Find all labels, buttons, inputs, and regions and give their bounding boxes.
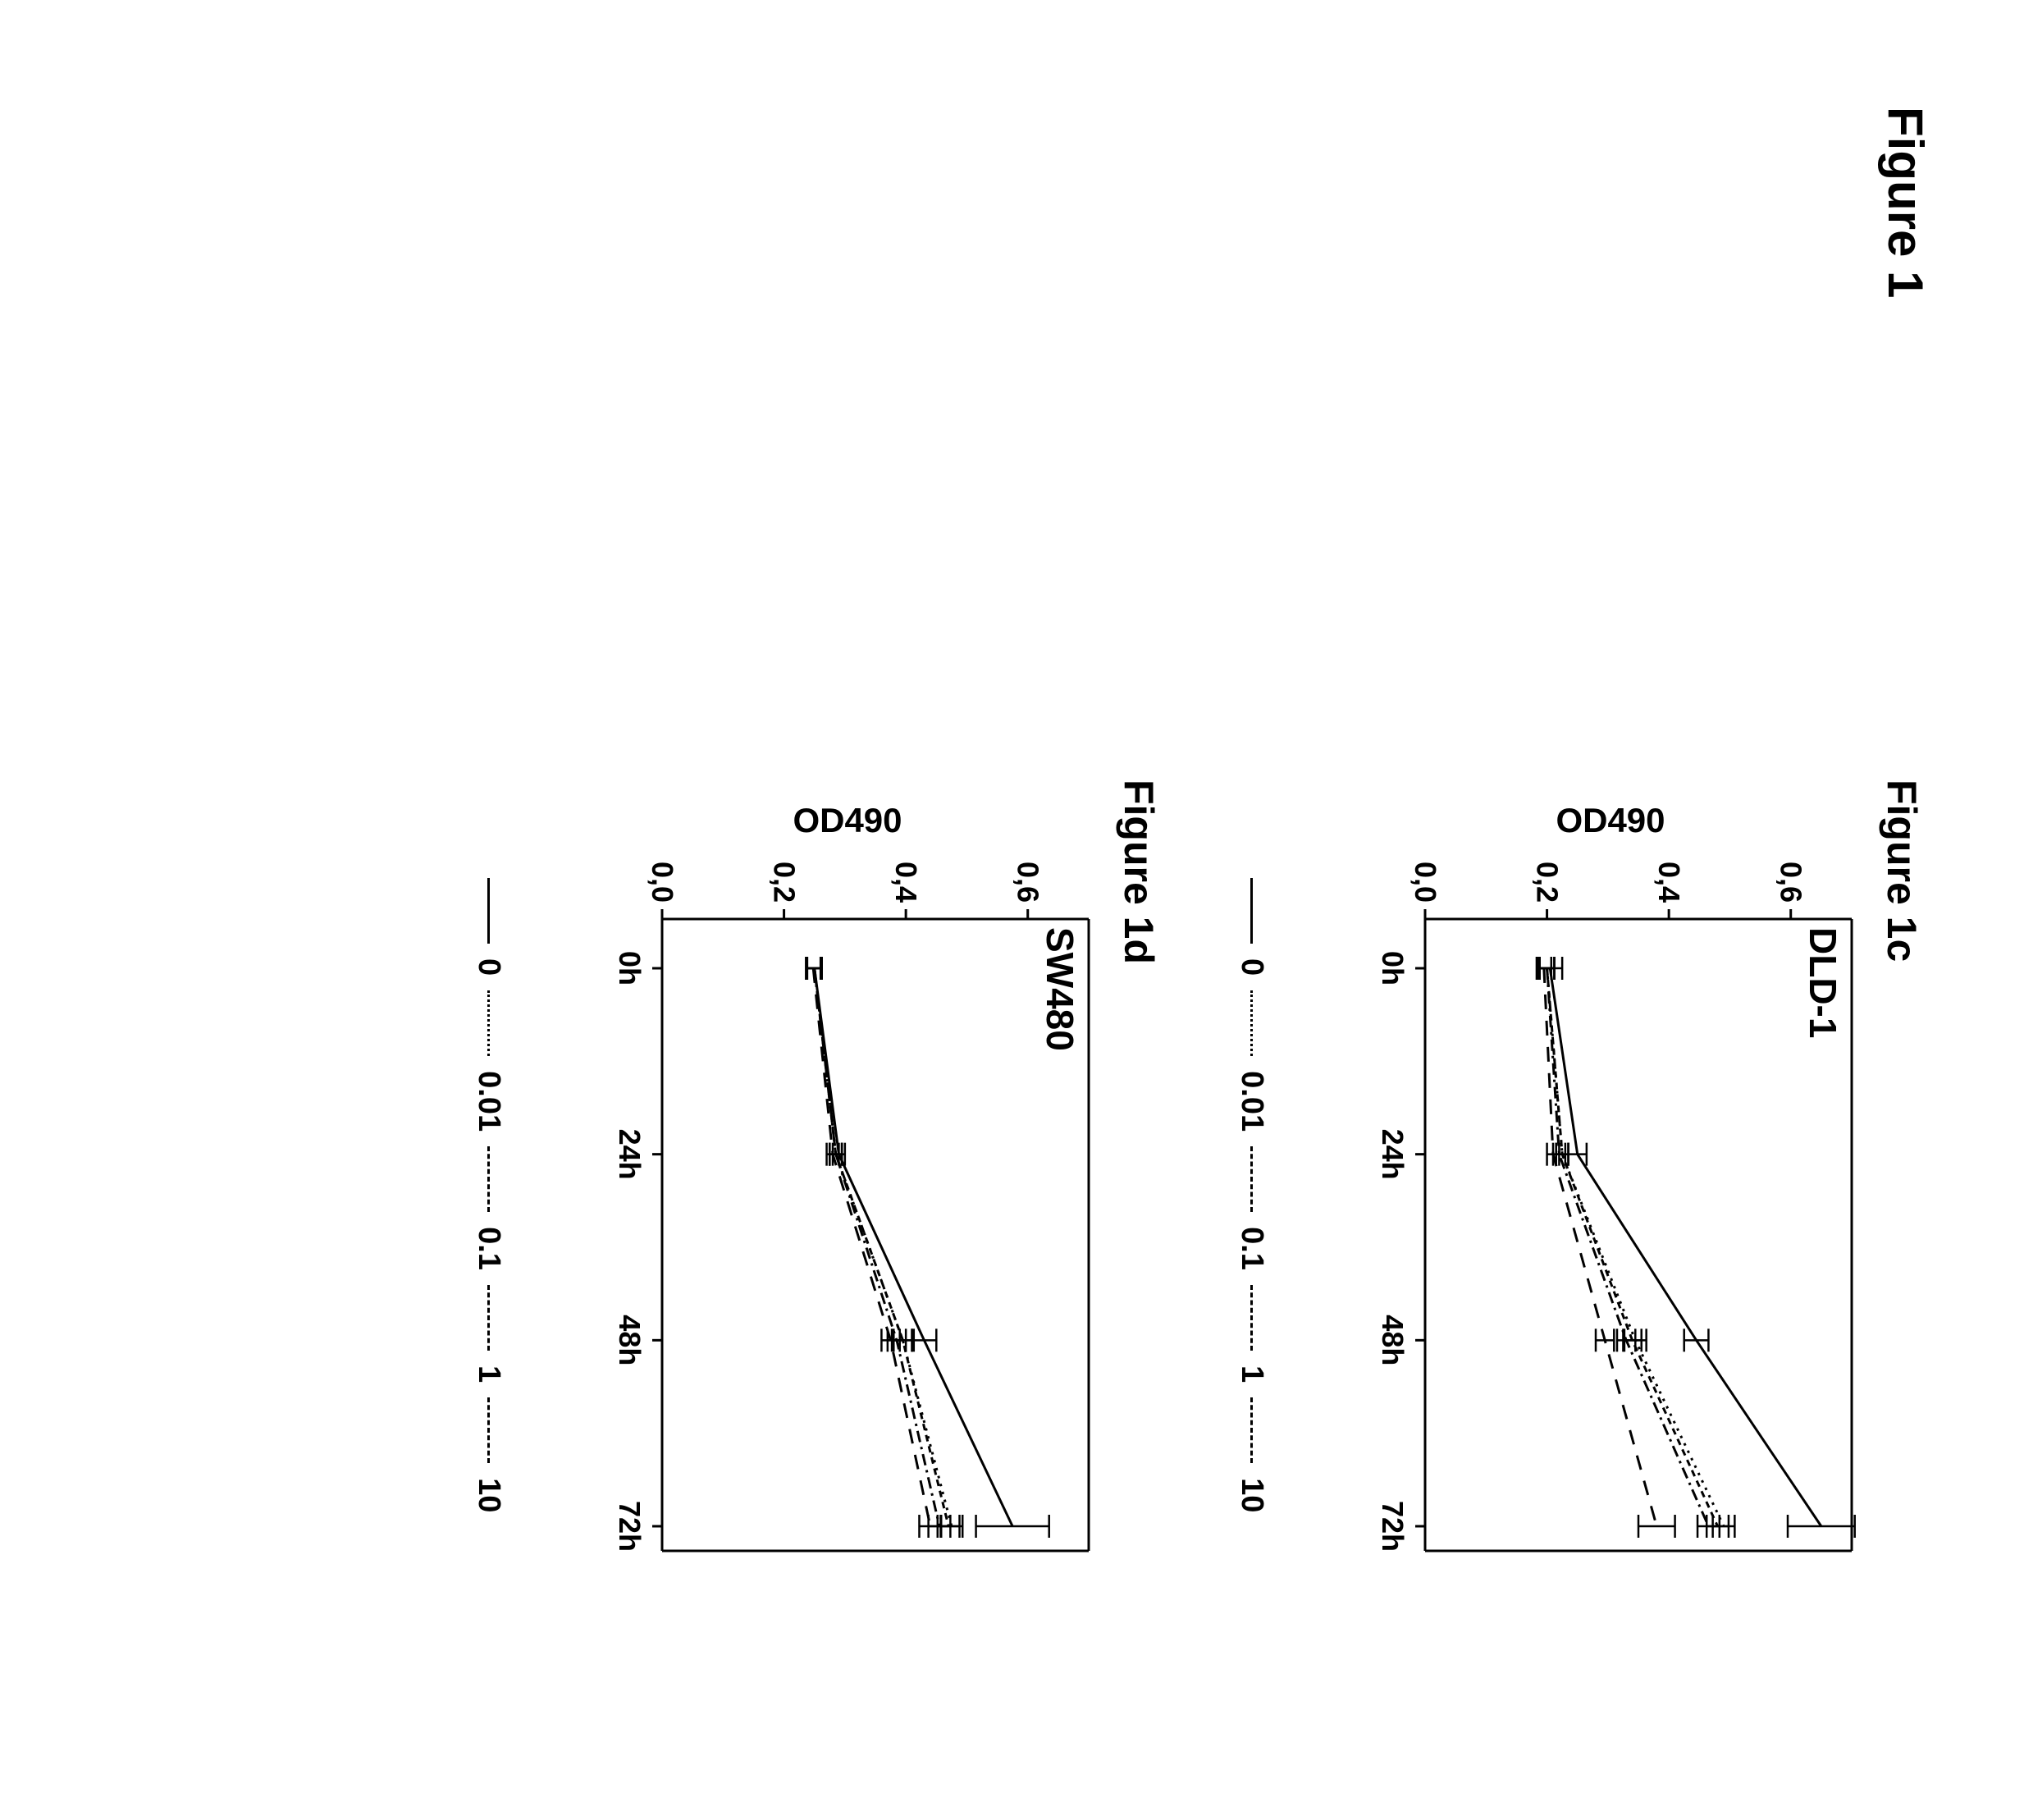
xtick-label: 48h <box>1376 1315 1409 1365</box>
legend-line-10 <box>1250 1397 1253 1463</box>
legend-label-0: 0 <box>1234 958 1269 976</box>
xtick-label: 48h <box>613 1315 646 1365</box>
chart-1d-ylabel: OD490 <box>782 801 913 840</box>
series-line-1 <box>1547 968 1709 1526</box>
chart-1c-legend: 0 0.01 0.1 1 10 <box>1234 878 1269 1512</box>
ytick-label: 0,4 <box>889 862 923 903</box>
chart-1d-cell-line-label: SW480 <box>1038 927 1082 1051</box>
legend-line-0.01 <box>1250 990 1253 1056</box>
legend-label-10: 10 <box>471 1478 506 1512</box>
series-line-1 <box>815 968 939 1526</box>
errorbar <box>893 1328 911 1351</box>
figure-1d-title: Figure 1d <box>1115 780 1163 964</box>
ytick-label: 0,2 <box>768 862 802 903</box>
errorbar <box>976 1515 1049 1538</box>
errorbar <box>1638 1515 1675 1538</box>
legend-label-1: 1 <box>1234 1365 1269 1383</box>
legend-line-1 <box>1250 1285 1253 1351</box>
chart-1d-legend: 0 0.01 0.1 1 10 <box>471 878 506 1512</box>
errorbar <box>1684 1328 1709 1351</box>
xtick-label: 24h <box>613 1129 646 1180</box>
legend-line-1 <box>487 1285 490 1351</box>
xtick-label: 72h <box>613 1501 646 1552</box>
legend-line-0.1 <box>1250 1146 1253 1212</box>
ytick-label: 0,0 <box>646 862 679 903</box>
figure-1c-title: Figure 1c <box>1878 780 1926 962</box>
ytick-label: 0,0 <box>1409 862 1442 903</box>
errorbar <box>1596 1328 1614 1351</box>
legend-label-1: 1 <box>471 1365 506 1383</box>
chart-1d-wrap: OD490 SW480 0,00,20,40,60h24h48h72h <box>588 829 1097 1567</box>
chart-1c-cell-line-label: DLD-1 <box>1801 927 1845 1038</box>
ytick-label: 0,2 <box>1531 862 1565 903</box>
series-line-10 <box>1544 968 1656 1526</box>
errorbar <box>912 1328 937 1351</box>
legend-line-0 <box>487 878 490 944</box>
chart-1c-wrap: OD490 DLD-1 0,00,20,40,60h24h48h72h <box>1351 829 1860 1567</box>
legend-label-10: 10 <box>1234 1478 1269 1512</box>
legend-line-10 <box>487 1397 490 1463</box>
figure-main-title: Figure 1 <box>1877 107 1934 298</box>
legend-label-0.1: 0.1 <box>1234 1227 1269 1270</box>
ytick-label: 0,6 <box>1775 862 1808 903</box>
legend-label-0: 0 <box>471 958 506 976</box>
legend-label-0.1: 0.1 <box>471 1227 506 1270</box>
legend-label-0.01: 0.01 <box>471 1071 506 1132</box>
xtick-label: 0h <box>1376 951 1409 985</box>
rotated-content: Figure 1 Figure 1c OD490 DLD-1 0,0 0,2 0,4… <box>0 0 2024 1820</box>
page-root: Figure 1 Figure 1c OD490 DLD-1 0,0 0,2 0,4… <box>0 0 2024 1820</box>
chart-1c-svg: 0,0 0,2 0,4 0,6 0h 24h 48h 72h <box>1351 829 1860 1567</box>
ytick-label: 0,4 <box>1652 862 1686 903</box>
legend-line-0.01 <box>487 990 490 1056</box>
legend-line-0 <box>1250 878 1253 944</box>
errorbar <box>1788 1515 1855 1538</box>
xtick-label: 24h <box>1376 1129 1409 1180</box>
chart-1c-ylabel: OD490 <box>1545 801 1676 840</box>
xtick-label: 72h <box>1376 1501 1409 1552</box>
xtick-label: 0h <box>613 951 646 985</box>
series-line-0.01 <box>815 968 952 1526</box>
chart-1d-svg: 0,0 0,2 0,4 0,6 0h 24h 48h 72h <box>588 829 1097 1567</box>
legend-line-0.1 <box>487 1146 490 1212</box>
ytick-label: 0,6 <box>1012 862 1045 903</box>
series-line-0 <box>1550 968 1821 1526</box>
series-line-10 <box>813 968 930 1526</box>
series-line-0.01 <box>1547 968 1724 1526</box>
errorbar <box>1706 1515 1729 1538</box>
legend-label-0.01: 0.01 <box>1234 1071 1269 1132</box>
